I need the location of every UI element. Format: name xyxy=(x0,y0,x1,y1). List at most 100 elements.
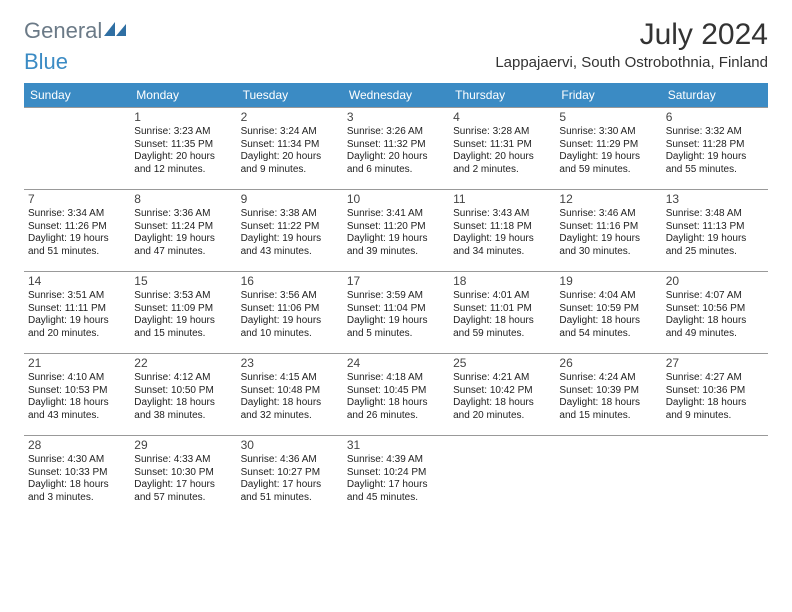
cell-line-sunrise: Sunrise: 3:56 AM xyxy=(241,290,339,303)
calendar-week-row: 21Sunrise: 4:10 AMSunset: 10:53 PMDaylig… xyxy=(24,354,768,436)
cell-line-sunrise: Sunrise: 3:51 AM xyxy=(28,290,126,303)
cell-line-dl2: and 32 minutes. xyxy=(241,410,339,423)
day-number: 17 xyxy=(347,274,445,289)
cell-line-dl1: Daylight: 18 hours xyxy=(453,397,551,410)
cell-line-dl2: and 59 minutes. xyxy=(559,164,657,177)
cell-line-sunrise: Sunrise: 3:26 AM xyxy=(347,126,445,139)
calendar-table: SundayMondayTuesdayWednesdayThursdayFrid… xyxy=(24,83,768,518)
cell-line-dl2: and 49 minutes. xyxy=(666,328,764,341)
cell-line-sunset: Sunset: 10:36 PM xyxy=(666,385,764,398)
day-header: Sunday xyxy=(24,83,130,108)
cell-line-sunset: Sunset: 11:06 PM xyxy=(241,303,339,316)
cell-line-dl2: and 59 minutes. xyxy=(453,328,551,341)
calendar-cell: 2Sunrise: 3:24 AMSunset: 11:34 PMDayligh… xyxy=(237,108,343,190)
cell-line-dl2: and 15 minutes. xyxy=(134,328,232,341)
cell-line-sunrise: Sunrise: 4:21 AM xyxy=(453,372,551,385)
cell-line-sunset: Sunset: 11:28 PM xyxy=(666,139,764,152)
cell-line-dl2: and 20 minutes. xyxy=(28,328,126,341)
day-number: 26 xyxy=(559,356,657,371)
cell-line-dl2: and 10 minutes. xyxy=(241,328,339,341)
cell-line-sunrise: Sunrise: 4:01 AM xyxy=(453,290,551,303)
calendar-header-row: SundayMondayTuesdayWednesdayThursdayFrid… xyxy=(24,83,768,108)
location-text: Lappajaervi, South Ostrobothnia, Finland xyxy=(495,54,768,71)
cell-line-sunrise: Sunrise: 4:10 AM xyxy=(28,372,126,385)
cell-line-sunrise: Sunrise: 4:36 AM xyxy=(241,454,339,467)
calendar-cell-empty xyxy=(555,436,661,518)
cell-line-sunrise: Sunrise: 4:04 AM xyxy=(559,290,657,303)
logo-sail-icon xyxy=(104,22,126,43)
calendar-cell: 4Sunrise: 3:28 AMSunset: 11:31 PMDayligh… xyxy=(449,108,555,190)
cell-line-sunrise: Sunrise: 3:32 AM xyxy=(666,126,764,139)
day-number: 2 xyxy=(241,110,339,125)
cell-line-sunrise: Sunrise: 3:41 AM xyxy=(347,208,445,221)
cell-line-sunset: Sunset: 10:53 PM xyxy=(28,385,126,398)
cell-line-dl1: Daylight: 20 hours xyxy=(134,151,232,164)
cell-line-dl2: and 6 minutes. xyxy=(347,164,445,177)
cell-line-sunrise: Sunrise: 4:27 AM xyxy=(666,372,764,385)
day-header: Thursday xyxy=(449,83,555,108)
calendar-cell: 18Sunrise: 4:01 AMSunset: 11:01 PMDaylig… xyxy=(449,272,555,354)
cell-line-dl1: Daylight: 18 hours xyxy=(559,397,657,410)
day-number: 3 xyxy=(347,110,445,125)
cell-line-sunset: Sunset: 11:26 PM xyxy=(28,221,126,234)
cell-line-dl1: Daylight: 18 hours xyxy=(28,397,126,410)
calendar-week-row: 14Sunrise: 3:51 AMSunset: 11:11 PM Daylig… xyxy=(24,272,768,354)
cell-line-dl1: Daylight: 19 hours xyxy=(559,151,657,164)
cell-line-dl1: Daylight: 19 hours xyxy=(559,233,657,246)
calendar-cell: 9Sunrise: 3:38 AMSunset: 11:22 PMDayligh… xyxy=(237,190,343,272)
cell-line-dl2: and 47 minutes. xyxy=(134,246,232,259)
calendar-cell: 15Sunrise: 3:53 AMSunset: 11:09 PMDaylig… xyxy=(130,272,236,354)
cell-line-sunset: Sunset: 11:01 PM xyxy=(453,303,551,316)
day-number: 5 xyxy=(559,110,657,125)
cell-line-dl1: Daylight: 18 hours xyxy=(666,315,764,328)
calendar-cell: 11Sunrise: 3:43 AMSunset: 11:18 PMDaylig… xyxy=(449,190,555,272)
cell-line-sunset: Sunset: 11:20 PM xyxy=(347,221,445,234)
cell-line-sunset: Sunset: 10:30 PM xyxy=(134,467,232,480)
calendar-cell: 21Sunrise: 4:10 AMSunset: 10:53 PMDaylig… xyxy=(24,354,130,436)
day-header: Friday xyxy=(555,83,661,108)
month-title: July 2024 xyxy=(495,18,768,52)
day-number: 30 xyxy=(241,438,339,453)
cell-line-dl2: and 51 minutes. xyxy=(28,246,126,259)
cell-line-sunset: Sunset: 11:22 PM xyxy=(241,221,339,234)
cell-line-sunrise: Sunrise: 3:30 AM xyxy=(559,126,657,139)
cell-line-sunset: Sunset: 11:09 PM xyxy=(134,303,232,316)
day-header: Monday xyxy=(130,83,236,108)
day-number: 12 xyxy=(559,192,657,207)
calendar-cell-empty xyxy=(24,108,130,190)
day-header: Saturday xyxy=(662,83,768,108)
cell-line-sunrise: Sunrise: 4:07 AM xyxy=(666,290,764,303)
cell-line-sunset: Sunset: 10:42 PM xyxy=(453,385,551,398)
cell-line-sunset: Sunset: 10:56 PM xyxy=(666,303,764,316)
day-header: Tuesday xyxy=(237,83,343,108)
day-number: 31 xyxy=(347,438,445,453)
day-number: 14 xyxy=(28,274,126,289)
calendar-cell: 25Sunrise: 4:21 AMSunset: 10:42 PMDaylig… xyxy=(449,354,555,436)
calendar-cell: 19Sunrise: 4:04 AMSunset: 10:59 PMDaylig… xyxy=(555,272,661,354)
calendar-week-row: 7Sunrise: 3:34 AMSunset: 11:26 PMDayligh… xyxy=(24,190,768,272)
cell-line-sunset: Sunset: 11:34 PM xyxy=(241,139,339,152)
day-header: Wednesday xyxy=(343,83,449,108)
day-number: 20 xyxy=(666,274,764,289)
calendar-cell-empty xyxy=(449,436,555,518)
cell-line-dl1: Daylight: 19 hours xyxy=(347,233,445,246)
calendar-cell: 7Sunrise: 3:34 AMSunset: 11:26 PMDayligh… xyxy=(24,190,130,272)
cell-line-sunset: Sunset: 11:04 PM xyxy=(347,303,445,316)
cell-line-sunrise: Sunrise: 3:34 AM xyxy=(28,208,126,221)
cell-line-sunset: Sunset: 10:33 PM xyxy=(28,467,126,480)
cell-line-sunset: Sunset: 11:31 PM xyxy=(453,139,551,152)
cell-line-sunrise: Sunrise: 3:28 AM xyxy=(453,126,551,139)
cell-line-sunrise: Sunrise: 3:38 AM xyxy=(241,208,339,221)
calendar-week-row: 1Sunrise: 3:23 AMSunset: 11:35 PMDayligh… xyxy=(24,108,768,190)
calendar-cell: 1Sunrise: 3:23 AMSunset: 11:35 PMDayligh… xyxy=(130,108,236,190)
calendar-cell: 14Sunrise: 3:51 AMSunset: 11:11 PMDaylig… xyxy=(24,272,130,354)
calendar-cell: 30Sunrise: 4:36 AMSunset: 10:27 PMDaylig… xyxy=(237,436,343,518)
cell-line-sunrise: Sunrise: 3:43 AM xyxy=(453,208,551,221)
calendar-cell: 5Sunrise: 3:30 AMSunset: 11:29 PMDayligh… xyxy=(555,108,661,190)
cell-line-dl2: and 30 minutes. xyxy=(559,246,657,259)
cell-line-sunset: Sunset: 11:11 PM xyxy=(28,303,126,316)
calendar-cell: 8Sunrise: 3:36 AMSunset: 11:24 PMDayligh… xyxy=(130,190,236,272)
cell-line-sunset: Sunset: 10:39 PM xyxy=(559,385,657,398)
calendar-cell: 13Sunrise: 3:48 AMSunset: 11:13 PMDaylig… xyxy=(662,190,768,272)
cell-line-sunset: Sunset: 10:27 PM xyxy=(241,467,339,480)
